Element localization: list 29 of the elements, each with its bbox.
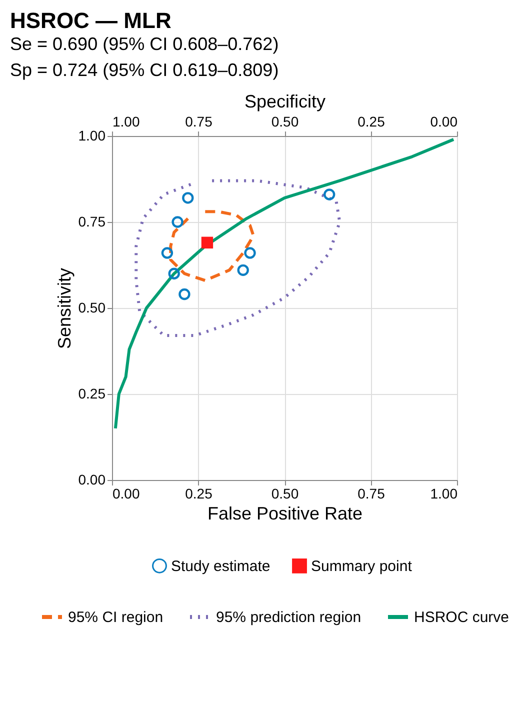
- x2-tick-label: 0.25: [358, 114, 386, 130]
- x-tick-label: 1.00: [430, 486, 458, 502]
- x-axis-title: False Positive Rate: [207, 504, 363, 524]
- x2-tick-label: 1.00: [112, 114, 140, 130]
- x2-tick-label: 0.50: [271, 114, 299, 130]
- x-tick-label: 0.75: [358, 486, 386, 502]
- x-tick-label: 0.50: [271, 486, 299, 502]
- text: Se = 0.690 (95% CI 0.608–0.762): [10, 34, 279, 54]
- y-axis-title: Sensitivity: [54, 268, 74, 350]
- legend-label: Study estimate: [171, 558, 270, 575]
- x2-tick-label: 0.00: [430, 114, 458, 130]
- text: Sp = 0.724 (95% CI 0.619–0.809): [10, 60, 279, 80]
- x2-axis-title: Specificity: [244, 92, 326, 112]
- x2-tick-label: 0.75: [185, 114, 213, 130]
- x-tick-label: 0.00: [112, 486, 140, 502]
- legend-label: 95% CI region: [68, 609, 164, 626]
- chart-title: HSROC — MLR: [10, 8, 172, 33]
- y-tick-label: 0.50: [78, 300, 106, 316]
- line-series: [114, 138, 456, 430]
- y-tick-label: 0.00: [78, 472, 106, 488]
- line-series: [169, 210, 255, 282]
- legend-label: 95% prediction region: [216, 609, 362, 626]
- x-tick-label: 0.25: [185, 486, 213, 502]
- line-series: [134, 179, 342, 338]
- legend-label: Summary point: [311, 558, 413, 575]
- legend-label: HSROC curve: [414, 609, 510, 626]
- y-tick-label: 0.25: [78, 386, 106, 402]
- y-tick-label: 0.75: [78, 214, 106, 230]
- y-tick-label: 1.00: [78, 128, 106, 144]
